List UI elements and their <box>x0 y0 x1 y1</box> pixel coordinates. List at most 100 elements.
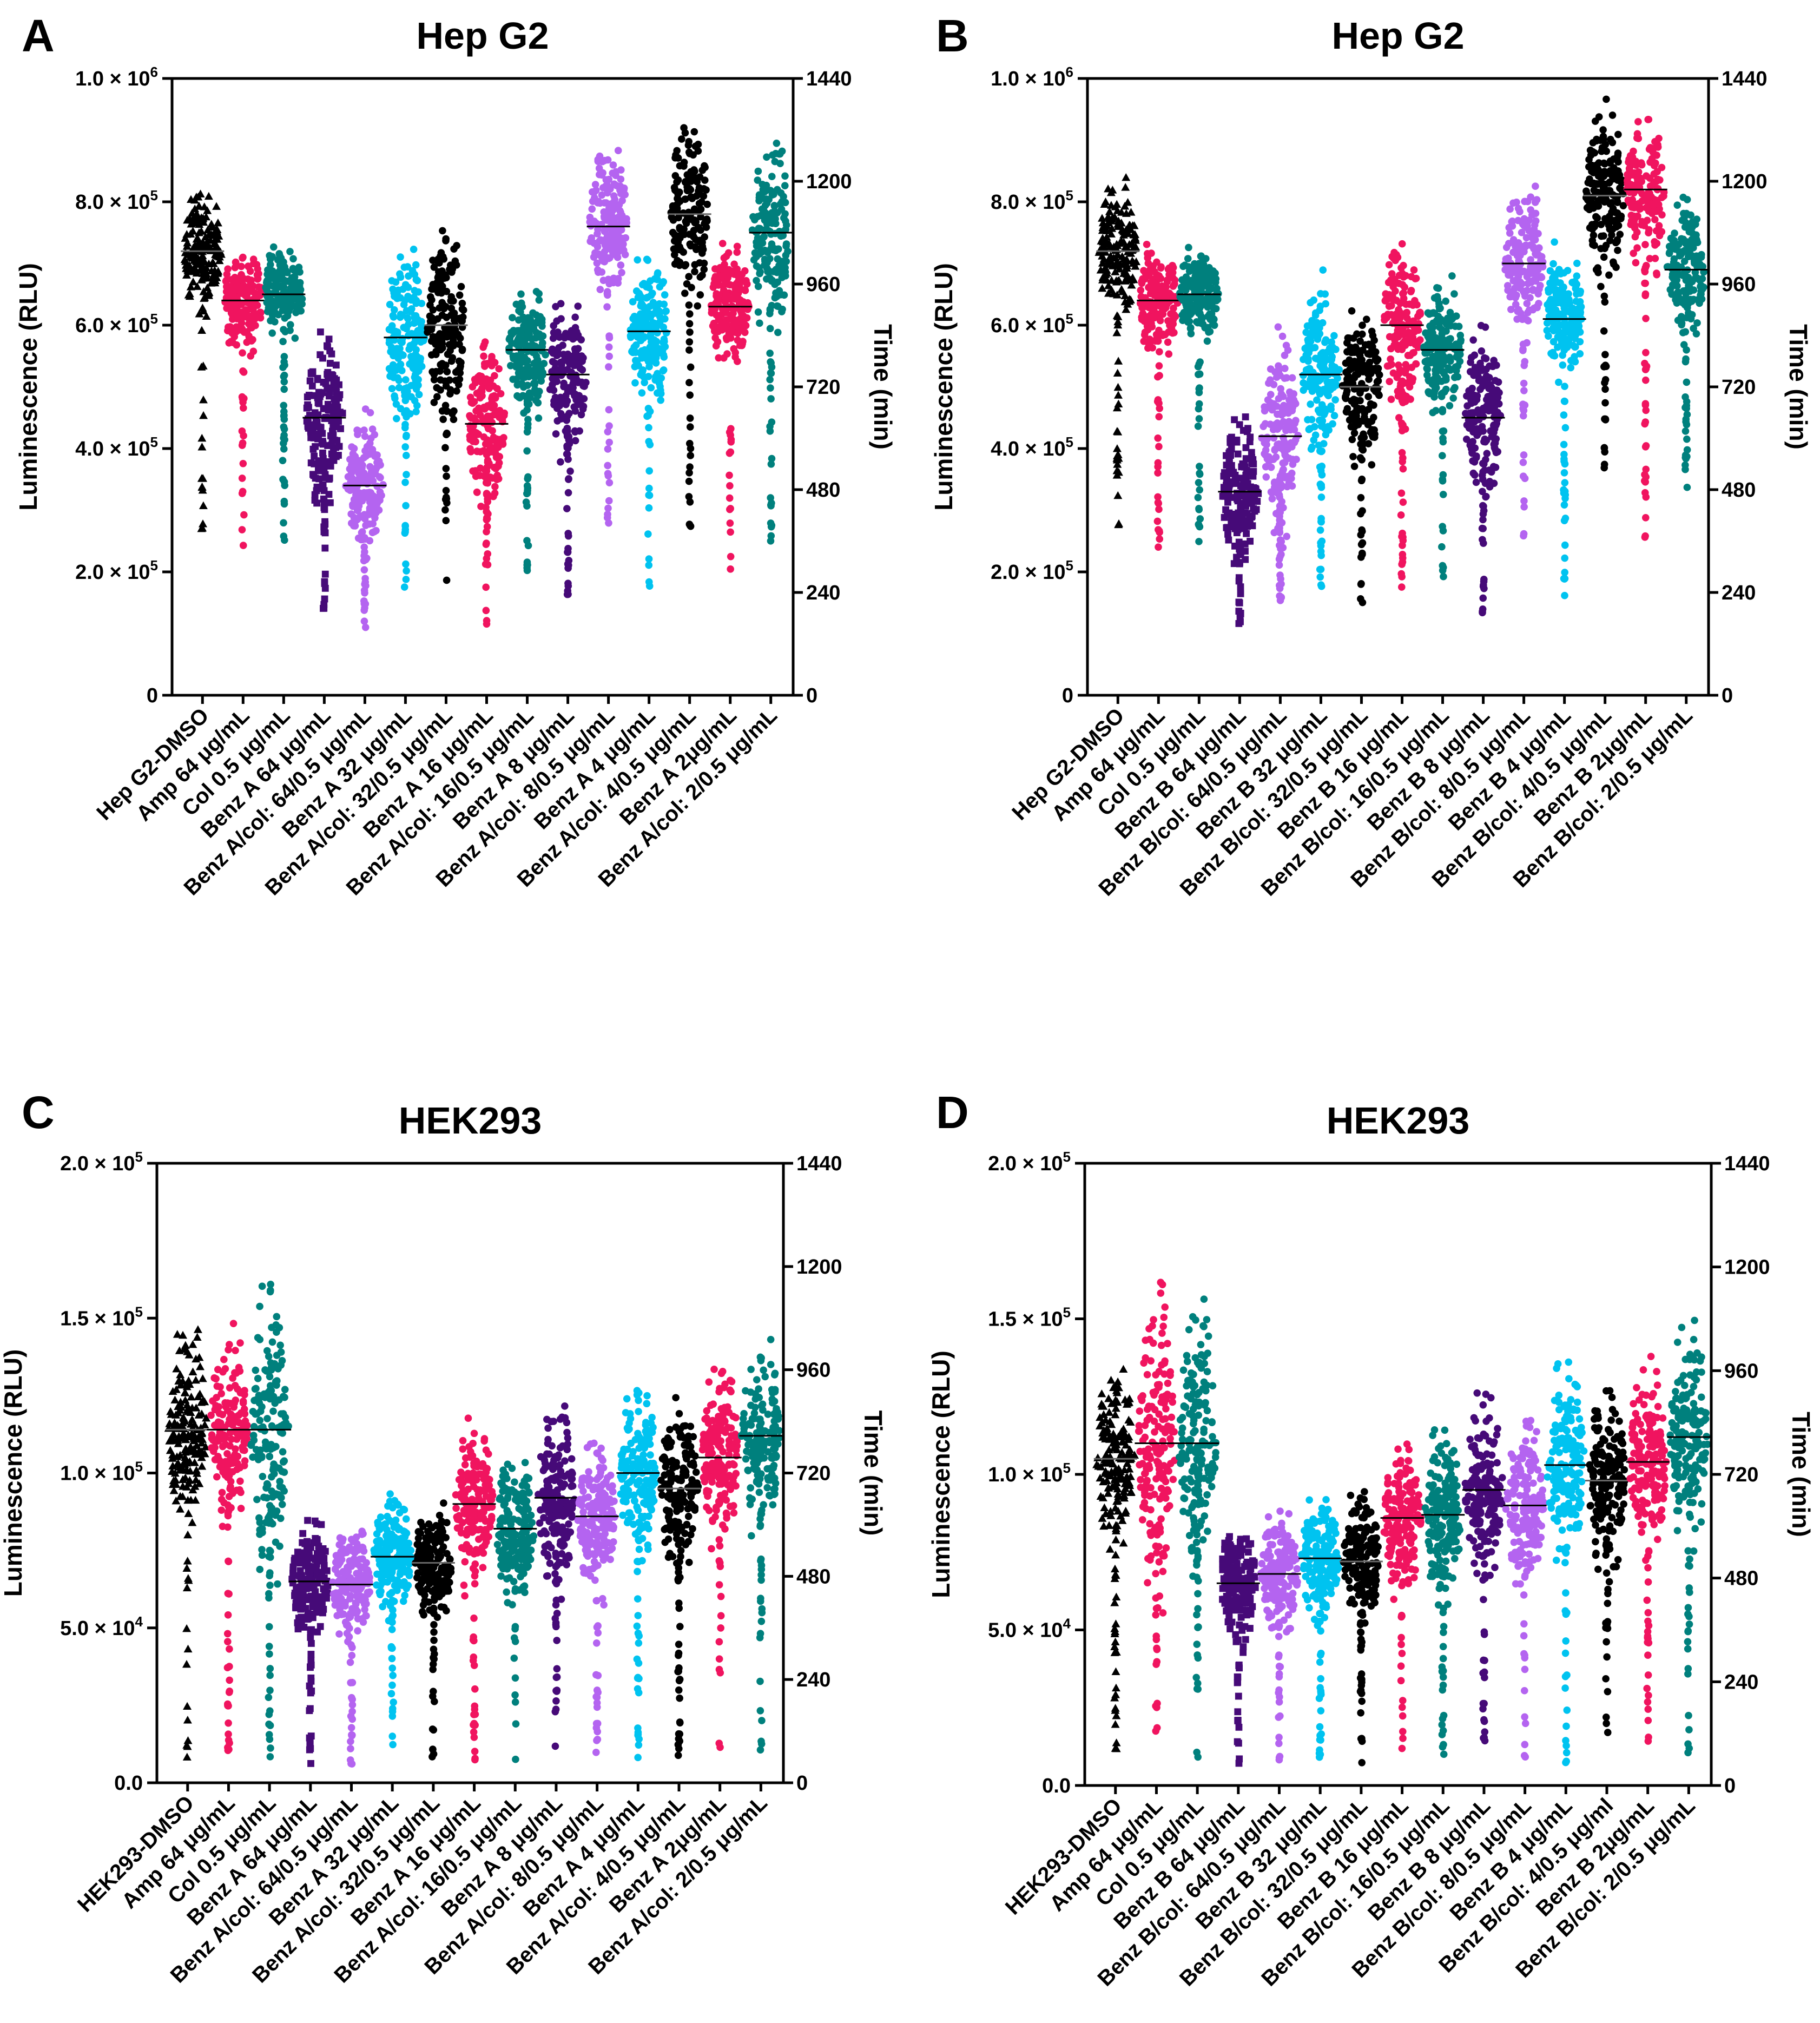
data-point <box>280 358 288 366</box>
data-point <box>210 230 220 239</box>
data-point <box>1330 332 1338 340</box>
data-point <box>777 189 785 197</box>
data-point <box>238 319 246 327</box>
data-point <box>1479 476 1487 483</box>
data-point <box>1169 269 1177 276</box>
data-point <box>1398 561 1406 568</box>
data-point <box>1414 338 1422 346</box>
data-point <box>560 379 568 387</box>
data-point <box>1399 454 1407 462</box>
data-point <box>1470 471 1479 479</box>
data-point <box>327 463 334 470</box>
data-point <box>361 575 369 582</box>
data-point <box>375 473 384 481</box>
series-7 <box>465 338 509 628</box>
data-point <box>317 328 324 335</box>
data-point <box>314 411 322 419</box>
data-point <box>1138 278 1145 286</box>
data-point <box>481 338 489 346</box>
data-point <box>280 478 288 486</box>
data-point <box>1374 365 1382 372</box>
data-point <box>616 186 624 194</box>
data-point <box>389 350 397 358</box>
data-point <box>742 276 750 285</box>
data-point <box>186 195 195 203</box>
data-point <box>408 267 417 275</box>
data-point <box>1462 436 1470 443</box>
data-point <box>509 375 517 383</box>
data-point <box>1287 426 1295 434</box>
data-point <box>1265 453 1272 461</box>
data-point <box>410 245 418 253</box>
data-point <box>1203 337 1211 345</box>
data-point <box>334 410 341 417</box>
data-point <box>312 420 320 428</box>
data-point <box>1289 404 1297 411</box>
data-point <box>555 344 563 352</box>
data-point <box>727 565 734 573</box>
data-point <box>604 275 612 284</box>
data-point <box>255 283 262 291</box>
data-point <box>361 589 368 597</box>
data-point <box>202 312 211 320</box>
data-point <box>1416 308 1424 317</box>
data-point <box>722 334 730 342</box>
data-point <box>1305 426 1313 433</box>
data-point <box>724 273 732 280</box>
data-point <box>434 332 442 340</box>
data-point <box>325 406 332 414</box>
data-point <box>1156 348 1163 355</box>
data-point <box>1276 597 1284 604</box>
data-point <box>233 281 241 289</box>
data-point <box>766 350 774 357</box>
data-point <box>1267 391 1275 398</box>
data-point <box>1186 299 1193 307</box>
data-point <box>1317 493 1326 501</box>
data-point <box>360 607 368 614</box>
data-point <box>1370 426 1378 434</box>
data-point <box>741 328 749 337</box>
data-point <box>687 363 695 371</box>
data-point <box>1160 286 1169 293</box>
data-point <box>1433 293 1441 301</box>
series-13 <box>707 240 753 573</box>
data-point <box>236 326 243 334</box>
data-point <box>1343 405 1351 413</box>
data-point <box>1203 294 1211 302</box>
data-point <box>1205 285 1213 293</box>
data-point <box>266 252 273 260</box>
data-point <box>274 256 282 264</box>
data-point <box>314 399 322 406</box>
data-point <box>1346 366 1354 374</box>
data-point <box>1471 364 1479 371</box>
data-point <box>388 385 396 393</box>
data-point <box>535 414 543 422</box>
data-point <box>643 412 651 420</box>
data-point <box>1397 570 1406 578</box>
data-point <box>611 237 619 245</box>
data-point <box>1436 361 1445 369</box>
data-point <box>660 353 668 361</box>
data-point <box>1197 302 1205 310</box>
data-point <box>685 439 694 447</box>
data-point <box>1425 389 1433 397</box>
data-point <box>1170 304 1177 312</box>
data-point <box>645 504 653 512</box>
data-point <box>532 288 540 295</box>
data-point <box>311 497 319 504</box>
data-point <box>1155 543 1162 551</box>
data-point <box>196 259 206 267</box>
data-point <box>1473 425 1481 433</box>
data-point <box>1423 357 1430 365</box>
data-point <box>651 301 658 309</box>
data-point <box>1195 521 1203 529</box>
data-point <box>526 326 534 334</box>
data-point <box>239 542 247 549</box>
data-point <box>615 247 623 255</box>
data-point <box>720 354 728 362</box>
data-point <box>1184 255 1192 262</box>
y2-tick-label: 720 <box>806 376 840 399</box>
data-point <box>233 310 240 318</box>
data-point <box>312 475 319 482</box>
